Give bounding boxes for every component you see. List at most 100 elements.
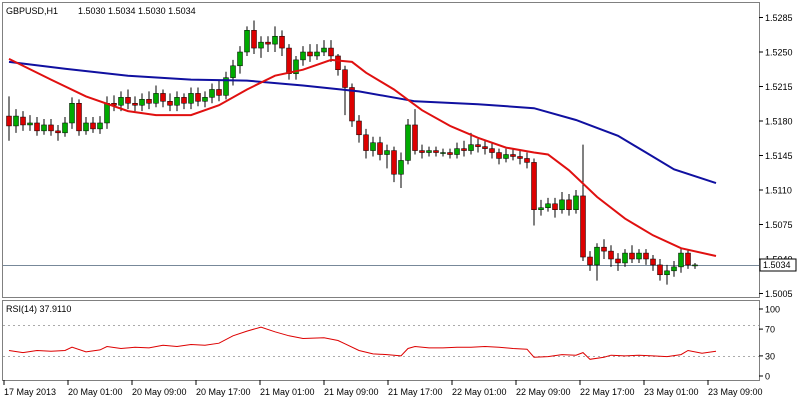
time-tick-label: 23 May 09:00 <box>708 387 763 397</box>
candle-body <box>636 252 642 260</box>
candle-body <box>125 97 131 104</box>
candle-body <box>489 148 495 153</box>
candle-body <box>454 148 460 155</box>
candle-body <box>391 150 397 175</box>
candle-body <box>349 87 355 122</box>
candle-body <box>363 134 369 151</box>
candle-body <box>146 99 152 104</box>
candle-body <box>482 146 488 149</box>
rsi-tick-label: 0 <box>765 372 770 382</box>
time-tick-label: 22 May 17:00 <box>580 387 635 397</box>
candle-body <box>279 35 285 49</box>
candle-body <box>573 195 579 210</box>
candle-body <box>223 77 229 96</box>
candle-body <box>328 47 334 57</box>
candle-body <box>167 101 173 106</box>
price-tick-label: 1.5075 <box>765 220 793 230</box>
candle-body <box>62 122 68 134</box>
candle-body <box>608 250 614 260</box>
time-tick-label: 17 May 2013 <box>4 387 56 397</box>
candle-body <box>83 122 89 132</box>
candle-body <box>216 89 222 96</box>
candle-body <box>153 93 159 104</box>
time-tick-label: 22 May 01:00 <box>452 387 507 397</box>
candle-body <box>48 124 54 132</box>
candle-body <box>132 103 138 106</box>
candle-body <box>118 97 124 106</box>
candle-body <box>398 160 404 175</box>
candle-body <box>461 148 467 151</box>
price-tick-label: 1.5285 <box>765 13 793 23</box>
candle-body <box>20 116 26 126</box>
main-plot-frame <box>2 2 760 298</box>
candle-body <box>552 203 558 210</box>
candle-body <box>412 124 418 151</box>
time-tick-label: 21 May 01:00 <box>260 387 315 397</box>
time-tick-label: 22 May 09:00 <box>516 387 571 397</box>
price-tick-label: 1.5215 <box>765 82 793 92</box>
candle-body <box>685 252 691 266</box>
candle-body <box>657 264 663 276</box>
candle-body <box>475 144 481 147</box>
candle-body <box>34 122 40 132</box>
price-axis: 1.5285 1.5250 1.5215 1.5180 1.5145 1.5110 1.50… <box>759 13 793 299</box>
price-tick-label: 1.5250 <box>765 48 793 58</box>
candle-body <box>629 252 635 260</box>
chart-header-ohlc: 1.5030 1.5034 1.5030 1.5034 <box>78 6 196 16</box>
candle-body <box>90 122 96 130</box>
current-price-label: 1.5034 <box>763 260 791 270</box>
candle-body <box>496 152 502 159</box>
candle-body <box>293 59 299 74</box>
rsi-tick-label: 100 <box>765 305 780 315</box>
price-tick-label: 1.5180 <box>765 117 793 127</box>
candle-body <box>41 124 47 132</box>
candle-body <box>69 103 75 124</box>
time-tick-label: 20 May 17:00 <box>196 387 251 397</box>
candle-body <box>265 41 271 45</box>
candle-body <box>622 252 628 264</box>
candle-body <box>27 122 33 126</box>
candle-body <box>321 47 327 53</box>
candle-body <box>545 203 551 208</box>
candle-body <box>300 51 306 61</box>
candle-body <box>356 120 362 136</box>
candle-body <box>251 30 257 49</box>
time-tick-label: 20 May 01:00 <box>68 387 123 397</box>
candle-body <box>615 258 621 264</box>
candle-body <box>405 124 411 161</box>
candle-body <box>307 51 313 57</box>
candle-body <box>601 246 607 252</box>
candle-body <box>97 122 103 130</box>
candle-body <box>538 207 544 210</box>
candle-body <box>6 115 12 127</box>
current-price-tag <box>759 258 797 272</box>
candle-body <box>447 152 453 155</box>
time-tick-label: 23 May 01:00 <box>644 387 699 397</box>
price-tick-label: 1.5005 <box>765 289 793 299</box>
candle-body <box>76 103 82 132</box>
time-axis: 17 May 2013 20 May 01:00 20 May 09:00 20 Ma… <box>3 380 763 397</box>
candle-body <box>195 93 201 102</box>
candle-body <box>503 154 509 159</box>
time-tick-label: 21 May 17:00 <box>388 387 443 397</box>
candle-body <box>426 150 432 153</box>
rsi-plot-frame <box>2 300 760 381</box>
candle-body <box>174 97 180 106</box>
rsi-axis: 100 70 30 0 <box>759 305 780 382</box>
candle-body <box>384 150 390 155</box>
candle-body <box>650 258 656 266</box>
candle-body <box>643 252 649 260</box>
candle-body <box>342 69 348 88</box>
candle-body <box>419 150 425 153</box>
candle-body <box>468 144 474 151</box>
candle-body <box>377 142 383 155</box>
candle-body <box>433 150 439 153</box>
candle-body <box>510 154 516 157</box>
candle-body <box>370 142 376 151</box>
candle-body <box>104 103 110 124</box>
candle-body <box>188 93 194 104</box>
candle-body <box>258 41 264 49</box>
candle-body <box>286 47 292 74</box>
ma-slow-line <box>8 60 717 185</box>
